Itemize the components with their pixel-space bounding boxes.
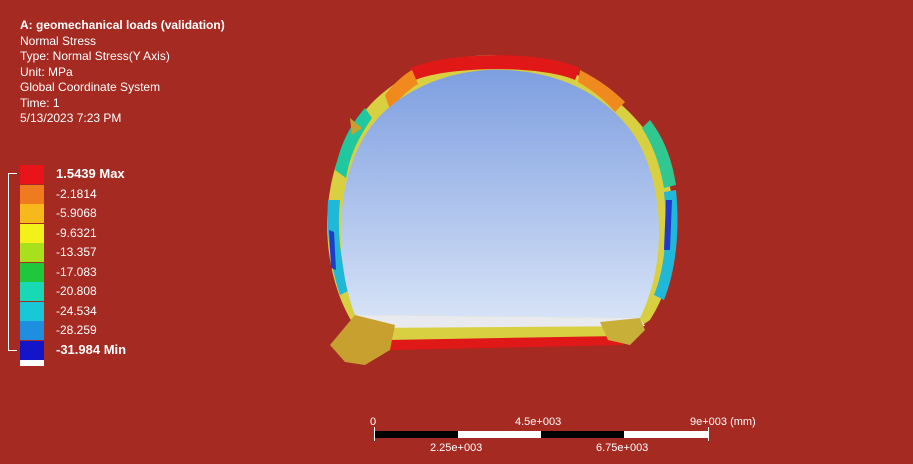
legend-label: -31.984 Min	[56, 341, 127, 357]
legend-label: -5.9068	[56, 206, 97, 220]
invert-bottom-red	[388, 336, 623, 350]
legend-label: -28.259	[56, 323, 97, 337]
legend-swatch	[20, 165, 44, 184]
legend-swatch	[20, 243, 44, 262]
left-shoulder-fin	[350, 118, 362, 135]
legend-label: -24.534	[56, 303, 97, 318]
left-corner-support	[330, 315, 395, 365]
scale-label-quarter: 2.25e+003	[430, 442, 483, 454]
invert-slab	[355, 315, 645, 328]
result-time: Time: 1	[20, 95, 60, 110]
tunnel-interior	[340, 69, 660, 319]
scale-label-0: 0	[370, 416, 377, 428]
legend-swatch	[20, 321, 44, 340]
legend-bracket	[8, 173, 17, 351]
analysis-title: A: geomechanical loads (validation)	[20, 18, 225, 32]
legend-label: -17.083	[56, 264, 97, 279]
result-timestamp: 5/13/2023 7:23 PM	[20, 111, 122, 125]
legend-swatch	[20, 282, 44, 301]
legend-swatch	[20, 204, 44, 223]
result-info-panel: A: geomechanical loads (validation) Norm…	[20, 18, 225, 127]
lining-left-blue	[329, 230, 336, 270]
result-name: Normal Stress	[20, 33, 97, 48]
lining-right-green	[642, 120, 676, 188]
right-corner-support	[600, 318, 645, 345]
legend-swatch-below-min	[20, 360, 44, 366]
legend-label: -2.1814	[56, 186, 97, 201]
legend-swatch	[20, 223, 44, 243]
scale-label-max: 9e+003 (mm)	[690, 416, 756, 428]
result-unit: Unit: MPa	[20, 64, 73, 79]
lining-right-blue	[664, 200, 672, 250]
scale-label-mid: 4.5e+003	[515, 416, 562, 428]
legend-label: -13.357	[56, 245, 97, 259]
legend-label: -9.6321	[56, 225, 97, 240]
legend-label: -20.808	[56, 284, 97, 298]
legend-swatch	[20, 340, 44, 360]
lining-crown-red	[410, 55, 580, 80]
lining-left-orange	[385, 70, 418, 110]
coordinate-system: Global Coordinate System	[20, 80, 161, 94]
legend-label: 1.5439 Max	[56, 166, 125, 181]
legend-swatch	[20, 184, 44, 204]
result-type: Type: Normal Stress(Y Axis)	[20, 49, 170, 63]
legend-swatch	[20, 301, 44, 321]
scale-label-three-quarter: 6.75e+003	[596, 442, 649, 454]
scale-bar: 0 4.5e+003 9e+003 (mm) 2.25e+003 6.75e+0…	[360, 414, 780, 458]
scale-bar-graphic	[374, 427, 709, 441]
lining-left-green	[335, 108, 372, 178]
lining-right-orange	[578, 70, 625, 112]
legend-swatch	[20, 262, 44, 282]
